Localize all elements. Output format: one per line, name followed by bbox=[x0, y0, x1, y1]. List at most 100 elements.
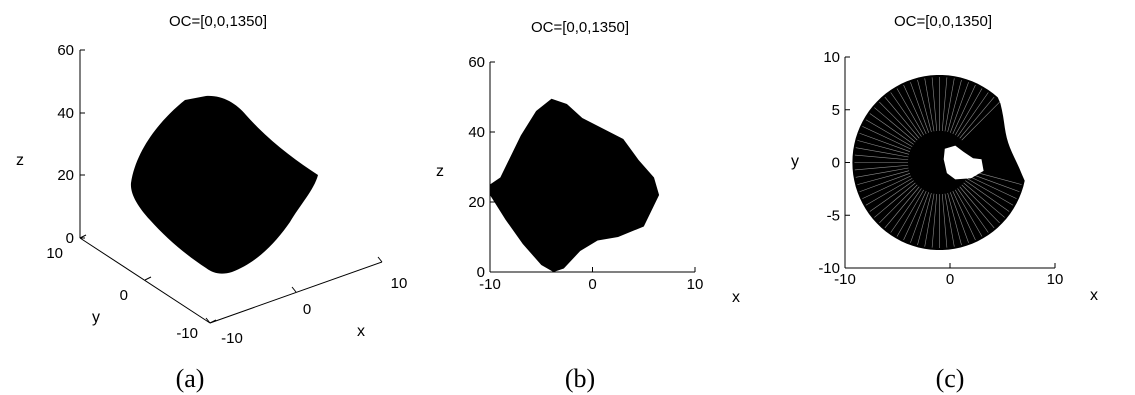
panel-c-y-tick-label-m5: -5 bbox=[827, 207, 840, 224]
panel-c-spoke bbox=[961, 184, 1000, 224]
panel-a: OC=[0,0,1350] 0 20 40 60 10 0 -10 -10 0 … bbox=[16, 13, 407, 393]
panel-b-y-tick-label-20: 20 bbox=[468, 194, 485, 211]
panel-c-xlabel: x bbox=[1090, 287, 1098, 304]
panel-c-spoke bbox=[862, 126, 912, 150]
panel-c-spoke bbox=[884, 96, 920, 139]
panel-c-spoke bbox=[961, 101, 1000, 141]
panel-c-x-tick-label-10: 10 bbox=[1047, 271, 1064, 288]
panel-c-ticks bbox=[844, 56, 1056, 269]
panel-c-spoke bbox=[857, 140, 910, 155]
panel-c-spoke bbox=[924, 193, 935, 247]
panel-a-x-tick-label-m10: -10 bbox=[221, 330, 243, 347]
panel-c-spoke bbox=[854, 164, 909, 171]
panel-a-y-tick-label-0: 0 bbox=[120, 287, 128, 304]
panel-c-spoke bbox=[917, 79, 932, 133]
panel-b-y-tick-label-0: 0 bbox=[477, 264, 485, 281]
panel-c-spoke bbox=[874, 182, 916, 218]
panel-c-spoke bbox=[869, 180, 914, 212]
panel-c-spoke bbox=[954, 189, 983, 237]
panel-c-spoke bbox=[957, 188, 989, 233]
panel-c-spokes bbox=[854, 77, 1022, 248]
panel-a-y-tick-m10 bbox=[209, 319, 217, 324]
panel-c-spoke bbox=[854, 154, 909, 161]
panel-c-ylabel: y bbox=[791, 153, 799, 170]
panel-c-spoke bbox=[954, 88, 983, 136]
panel-b: OC=[0,0,1350] -10 0 10 0 20 40 60 z x (b… bbox=[436, 19, 740, 393]
panel-c-spoke bbox=[952, 191, 976, 241]
panel-c-spoke bbox=[959, 186, 995, 229]
panel-c-spoke bbox=[859, 132, 911, 152]
panel-c-spoke bbox=[890, 188, 922, 233]
panel-c-spoke bbox=[855, 167, 909, 178]
panel-c-spoke bbox=[952, 84, 976, 134]
panel-a-x-axis bbox=[209, 261, 383, 324]
panel-c-title: OC=[0,0,1350] bbox=[894, 13, 992, 30]
panel-c-spoke bbox=[865, 119, 913, 147]
panel-a-y-tick-label-m10: -10 bbox=[176, 325, 198, 342]
panel-b-x-tick-label-10: 10 bbox=[687, 276, 704, 293]
panel-c-spoke bbox=[968, 173, 1020, 193]
panel-c-spoke bbox=[884, 186, 920, 229]
panel-b-x-tick-label-0: 0 bbox=[588, 276, 596, 293]
panel-c-spoke bbox=[896, 88, 925, 136]
panel-c-spoke bbox=[957, 92, 989, 137]
panel-b-caption: (b) bbox=[565, 364, 595, 393]
panel-c-spoke bbox=[967, 175, 1017, 199]
panel-b-x-tick-label-m10: -10 bbox=[479, 276, 501, 293]
panel-c-spoke bbox=[910, 82, 930, 133]
panel-c-spoke bbox=[903, 84, 927, 134]
panel-a-zlabel: z bbox=[16, 152, 24, 169]
panel-a-y-tick-10 bbox=[79, 234, 87, 239]
panel-c-spoke bbox=[931, 194, 938, 248]
panel-c-ring bbox=[852, 75, 1025, 250]
panel-c-spoke bbox=[949, 192, 969, 243]
panel-b-shape bbox=[490, 98, 660, 272]
panel-c-spoke bbox=[963, 182, 1005, 218]
panel-c-spoke bbox=[855, 147, 909, 158]
panel-c-spoke bbox=[879, 184, 918, 224]
panel-c-spoke bbox=[859, 173, 911, 193]
panel-c-y-tick-label-10: 10 bbox=[823, 49, 840, 66]
panel-c-spoke bbox=[949, 82, 969, 133]
panel-c-spoke bbox=[959, 96, 995, 139]
panel-a-x-tick-10 bbox=[377, 256, 383, 263]
panel-b-xlabel: x bbox=[732, 289, 740, 306]
panel-c-spoke bbox=[879, 101, 918, 141]
panel-c-spoke bbox=[890, 92, 922, 137]
panel-c-y-tick-label-0: 0 bbox=[832, 155, 840, 172]
panel-c-spoke bbox=[965, 180, 1010, 212]
panel-a-x-tick-0 bbox=[291, 286, 297, 293]
panel-c-spoke bbox=[966, 178, 1014, 206]
panel-c-y-tick-label-5: 5 bbox=[832, 102, 840, 119]
panel-c-spoke bbox=[865, 178, 913, 206]
panel-a-z-tick-label-60: 60 bbox=[57, 42, 74, 59]
panel-c-caption: (c) bbox=[936, 364, 965, 393]
panel-c-spoke bbox=[931, 77, 938, 131]
panel-c-spoke bbox=[917, 192, 932, 246]
panel-a-x-tick-label-10: 10 bbox=[391, 275, 408, 292]
panel-c-spoke bbox=[944, 78, 955, 132]
panel-b-y-tick-label-60: 60 bbox=[468, 54, 485, 71]
panel-a-xlabel: x bbox=[357, 323, 365, 340]
panel-c-spoke bbox=[944, 193, 955, 247]
panel-c-spoke bbox=[969, 170, 1022, 185]
panel-b-y-tick-label-40: 40 bbox=[468, 124, 485, 141]
panel-c-x-tick-label-0: 0 bbox=[946, 271, 954, 288]
panel-c-spoke bbox=[924, 78, 935, 132]
panel-c-spoke bbox=[874, 107, 916, 143]
panel-a-surface bbox=[130, 95, 318, 274]
panel-c-spoke bbox=[869, 113, 914, 145]
panel-a-z-tick-label-0: 0 bbox=[66, 230, 74, 247]
panel-a-y-axis bbox=[79, 237, 211, 324]
panel-a-ylabel: y bbox=[92, 309, 100, 326]
panel-b-ylabel: z bbox=[436, 163, 444, 180]
panel-c-spoke bbox=[947, 192, 962, 246]
panel-c-spoke bbox=[947, 79, 962, 133]
panel-a-y-tick-0 bbox=[144, 276, 152, 281]
panel-c-spoke bbox=[862, 175, 912, 199]
panel-c-spoke bbox=[896, 189, 925, 237]
panel-c-spoke bbox=[857, 170, 910, 185]
panel-c-x-tick-label-m10: -10 bbox=[834, 271, 856, 288]
panel-a-y-tick-label-10: 10 bbox=[46, 245, 63, 262]
panel-b-ticks bbox=[489, 61, 696, 273]
